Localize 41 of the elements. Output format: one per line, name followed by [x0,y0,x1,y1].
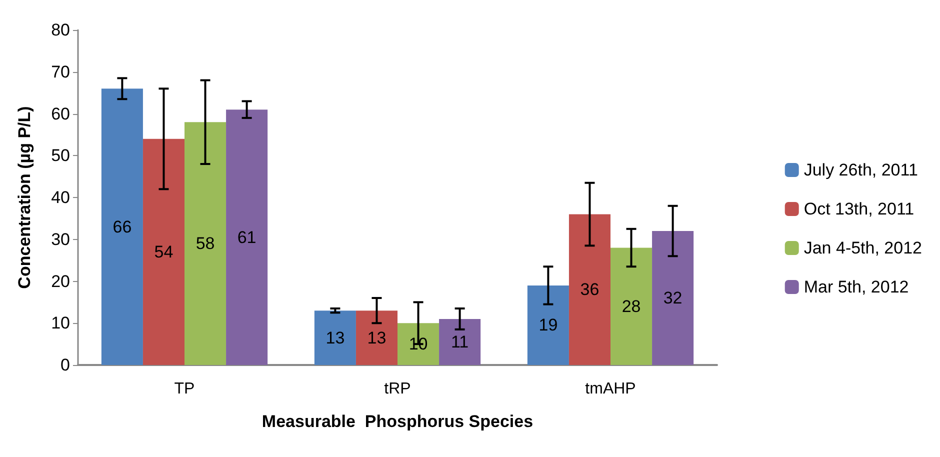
bar [314,310,356,365]
y-tick-label: 60 [51,104,70,124]
data-label: 58 [196,234,215,254]
data-label: 66 [112,217,132,236]
y-tick-label: 80 [51,20,70,40]
x-tick-label: TP [174,380,195,398]
x-tick-label: tRP [384,380,411,398]
x-tick-label: tmAHP [585,380,636,398]
y-tick-label: 10 [51,314,70,333]
y-tick-label: 70 [51,62,70,82]
data-label: 13 [326,328,345,348]
y-tick-label: 50 [51,146,70,166]
bar [527,285,569,365]
y-axis-title: Concentration (µg P/L) [15,106,34,289]
legend-label: July 26th, 2011 [804,160,918,180]
data-label: 19 [538,316,558,335]
x-axis-title: Measurable Phosphorus Species [262,412,534,431]
bar [610,248,652,365]
bar [439,318,481,365]
y-tick-label: 0 [60,356,70,374]
data-label: 13 [367,328,386,348]
legend-label: Oct 13th, 2011 [804,200,914,218]
data-label: 54 [154,242,174,262]
data-label: 11 [450,332,469,352]
data-label: 36 [580,280,600,300]
legend-label: Jan 4-5th, 2012 [804,238,922,258]
y-tick-label: 40 [51,188,70,207]
y-tick-label: 30 [51,230,70,249]
legend-label: Mar 5th, 2012 [804,278,909,296]
y-tick-label: 20 [51,272,70,291]
bar [101,88,143,365]
bar [652,231,694,365]
bar [226,110,268,365]
data-label: 28 [622,296,641,316]
bar [356,310,398,365]
bar [568,214,610,365]
bar [398,323,440,365]
bar [184,122,226,365]
data-label: 32 [663,288,682,308]
data-label: 61 [237,228,256,247]
bar [142,138,184,365]
